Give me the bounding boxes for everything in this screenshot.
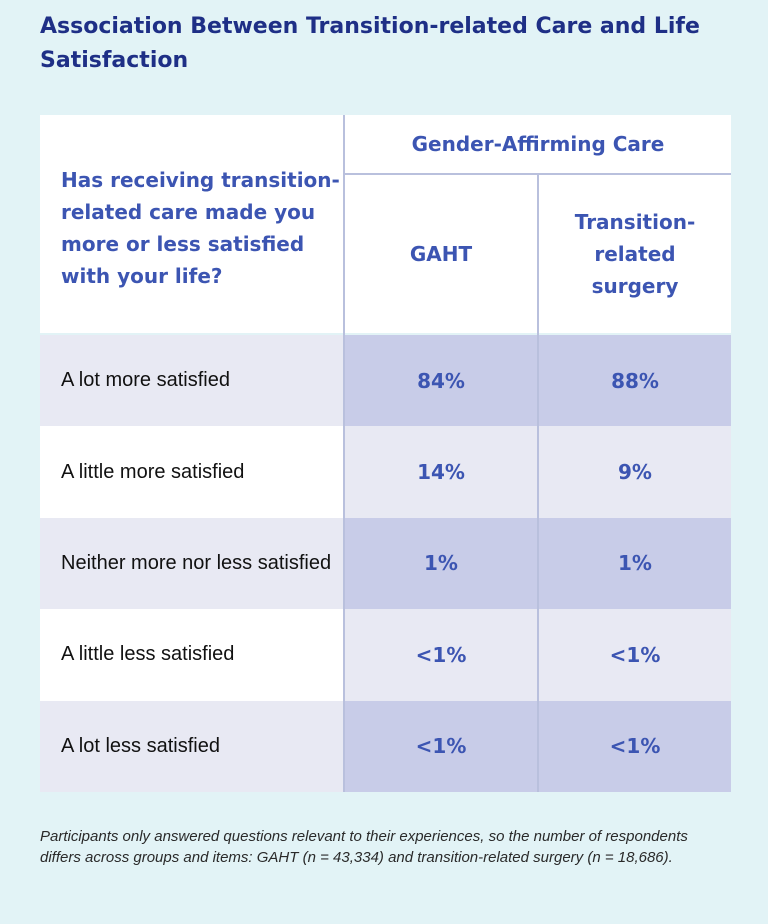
- row-label: A little less satisfied: [40, 609, 343, 701]
- value-cell-gaht: 1%: [345, 517, 537, 610]
- header-divider: [345, 173, 731, 175]
- row-label: A lot more satisfied: [40, 335, 343, 427]
- value-cell-surgery: 88%: [539, 335, 731, 427]
- footnote: Participants only answered questions rel…: [40, 828, 688, 866]
- value-cell-surgery: 9%: [539, 426, 731, 518]
- value-cell-gaht: <1%: [345, 609, 537, 701]
- value-cell-gaht: <1%: [345, 700, 537, 792]
- row-label: A lot less satisfied: [40, 700, 343, 792]
- row-header-question: Has receiving transition-related care ma…: [40, 115, 343, 333]
- row-label: Neither more nor less satisfied: [40, 517, 343, 610]
- column-divider: [343, 115, 345, 792]
- column-header-surgery: Transition-related surgery: [539, 175, 731, 333]
- column-header-gaht: GAHT: [345, 175, 537, 333]
- column-group-header: Gender-Affirming Care: [345, 115, 731, 173]
- value-cell-gaht: 84%: [345, 335, 537, 427]
- value-cell-surgery: 1%: [539, 517, 731, 610]
- chart-title: Association Between Transition-related C…: [40, 14, 700, 73]
- value-cell-gaht: 14%: [345, 426, 537, 518]
- column-divider: [537, 173, 539, 792]
- satisfaction-table: Has receiving transition-related care ma…: [40, 115, 731, 792]
- value-cell-surgery: <1%: [539, 609, 731, 701]
- row-label: A little more satisfied: [40, 426, 343, 518]
- value-cell-surgery: <1%: [539, 700, 731, 792]
